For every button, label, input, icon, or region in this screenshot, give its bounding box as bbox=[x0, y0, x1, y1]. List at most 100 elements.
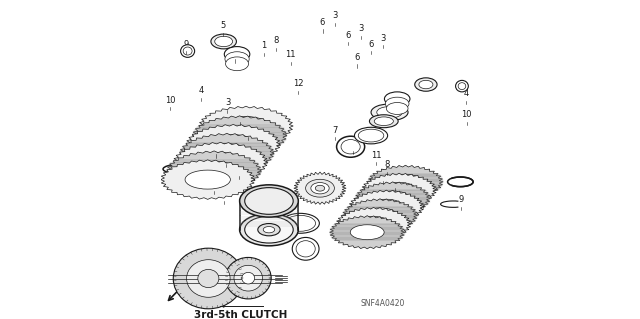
Ellipse shape bbox=[388, 174, 422, 189]
Ellipse shape bbox=[358, 129, 384, 142]
Text: 11: 11 bbox=[285, 50, 296, 59]
Ellipse shape bbox=[225, 52, 249, 66]
Text: 4: 4 bbox=[463, 89, 468, 98]
Text: 2: 2 bbox=[392, 177, 397, 186]
Ellipse shape bbox=[296, 241, 316, 257]
Ellipse shape bbox=[180, 45, 195, 57]
Ellipse shape bbox=[292, 237, 319, 260]
Text: 1: 1 bbox=[381, 169, 386, 178]
Polygon shape bbox=[330, 216, 405, 249]
Ellipse shape bbox=[244, 188, 293, 214]
Text: 6: 6 bbox=[354, 53, 360, 62]
Ellipse shape bbox=[242, 272, 255, 284]
Ellipse shape bbox=[204, 144, 250, 163]
Text: 6: 6 bbox=[346, 31, 351, 40]
Ellipse shape bbox=[355, 127, 388, 144]
Ellipse shape bbox=[185, 170, 230, 189]
Ellipse shape bbox=[376, 191, 410, 206]
Ellipse shape bbox=[263, 226, 275, 233]
Text: 3rd-5th CLUTCH: 3rd-5th CLUTCH bbox=[193, 310, 287, 319]
Text: FR.: FR. bbox=[180, 280, 198, 290]
Text: 3: 3 bbox=[358, 24, 364, 33]
Ellipse shape bbox=[363, 208, 397, 223]
Text: 6: 6 bbox=[320, 18, 325, 27]
Ellipse shape bbox=[198, 269, 219, 288]
Ellipse shape bbox=[382, 182, 416, 197]
Text: 10: 10 bbox=[461, 110, 472, 119]
Ellipse shape bbox=[377, 107, 403, 118]
Ellipse shape bbox=[337, 136, 365, 157]
Text: 8: 8 bbox=[384, 160, 390, 169]
Polygon shape bbox=[355, 182, 430, 215]
Ellipse shape bbox=[385, 97, 409, 110]
Text: 12: 12 bbox=[293, 79, 303, 88]
Text: 7: 7 bbox=[332, 126, 338, 135]
Text: 3: 3 bbox=[245, 125, 251, 134]
Ellipse shape bbox=[225, 57, 248, 71]
Text: 4: 4 bbox=[198, 86, 204, 95]
Ellipse shape bbox=[374, 117, 394, 126]
Text: 6: 6 bbox=[211, 179, 217, 188]
Text: 1: 1 bbox=[262, 41, 267, 50]
Polygon shape bbox=[294, 172, 346, 204]
Ellipse shape bbox=[239, 213, 298, 246]
Text: 3: 3 bbox=[225, 98, 230, 107]
Ellipse shape bbox=[258, 224, 280, 236]
Text: 6: 6 bbox=[369, 40, 374, 48]
Ellipse shape bbox=[217, 126, 262, 145]
Ellipse shape bbox=[187, 260, 230, 297]
Polygon shape bbox=[342, 199, 418, 232]
Text: 10: 10 bbox=[165, 96, 175, 105]
Polygon shape bbox=[193, 116, 287, 155]
Polygon shape bbox=[349, 190, 424, 223]
Ellipse shape bbox=[211, 135, 256, 154]
Ellipse shape bbox=[356, 217, 390, 231]
Ellipse shape bbox=[225, 257, 271, 299]
Text: 9: 9 bbox=[184, 40, 189, 48]
Ellipse shape bbox=[341, 139, 360, 154]
Ellipse shape bbox=[244, 216, 293, 243]
Ellipse shape bbox=[447, 177, 473, 187]
Text: 6: 6 bbox=[214, 143, 219, 152]
Ellipse shape bbox=[306, 179, 334, 197]
Ellipse shape bbox=[211, 34, 236, 49]
Polygon shape bbox=[362, 173, 436, 206]
Ellipse shape bbox=[415, 78, 437, 91]
Ellipse shape bbox=[369, 115, 398, 128]
Text: 12: 12 bbox=[348, 140, 358, 149]
Ellipse shape bbox=[234, 265, 262, 291]
Ellipse shape bbox=[223, 116, 269, 136]
Text: 3: 3 bbox=[380, 34, 386, 43]
Polygon shape bbox=[161, 160, 255, 199]
Text: 9: 9 bbox=[458, 195, 463, 204]
Ellipse shape bbox=[369, 199, 403, 214]
Ellipse shape bbox=[316, 185, 324, 191]
Text: 8: 8 bbox=[273, 36, 278, 45]
Ellipse shape bbox=[224, 47, 250, 62]
Ellipse shape bbox=[191, 161, 237, 180]
Text: 5: 5 bbox=[220, 21, 225, 30]
Ellipse shape bbox=[198, 152, 243, 172]
Ellipse shape bbox=[311, 182, 329, 194]
Ellipse shape bbox=[239, 185, 298, 217]
Ellipse shape bbox=[350, 225, 384, 240]
Text: 2: 2 bbox=[232, 48, 237, 57]
Ellipse shape bbox=[419, 80, 433, 89]
Polygon shape bbox=[199, 106, 293, 146]
Ellipse shape bbox=[371, 104, 408, 121]
Text: 6: 6 bbox=[236, 165, 241, 174]
Text: 3: 3 bbox=[221, 189, 227, 198]
Ellipse shape bbox=[173, 248, 243, 309]
Text: 3: 3 bbox=[332, 11, 337, 20]
Polygon shape bbox=[180, 133, 274, 173]
Ellipse shape bbox=[163, 164, 196, 174]
Text: 3: 3 bbox=[223, 152, 228, 161]
Ellipse shape bbox=[387, 102, 408, 115]
Ellipse shape bbox=[183, 47, 192, 55]
Polygon shape bbox=[173, 142, 268, 182]
Polygon shape bbox=[167, 151, 261, 190]
Polygon shape bbox=[368, 165, 443, 198]
Polygon shape bbox=[186, 124, 280, 164]
Ellipse shape bbox=[385, 92, 410, 106]
Ellipse shape bbox=[285, 215, 316, 231]
